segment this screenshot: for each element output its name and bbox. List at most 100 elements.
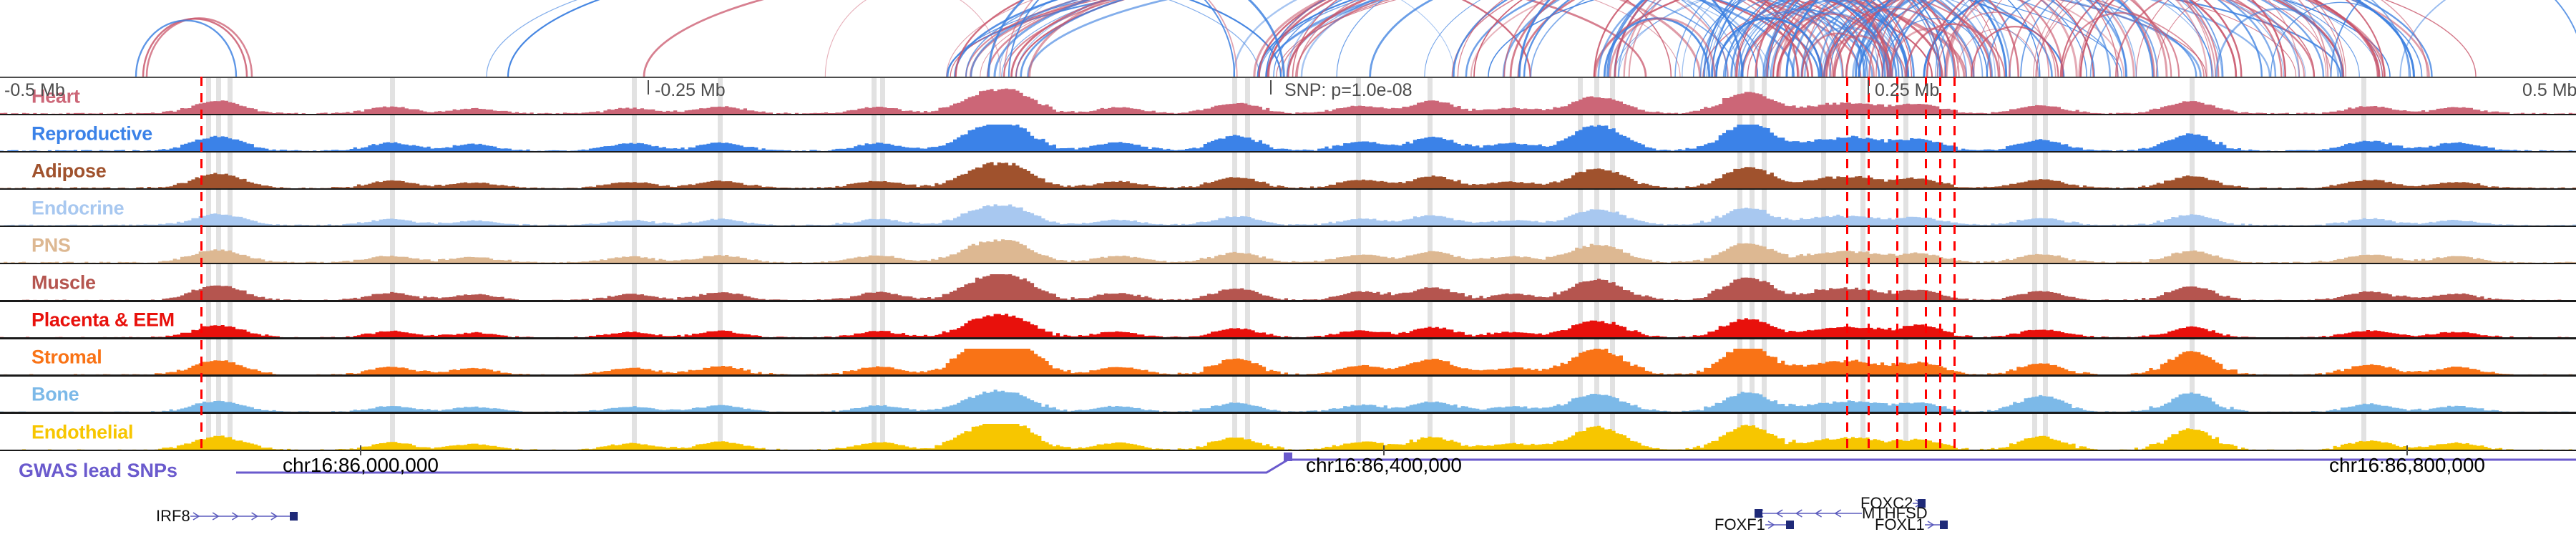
highlight-band	[1594, 301, 1599, 339]
highlight-band	[1821, 227, 1826, 264]
highlight-band	[1510, 376, 1515, 413]
chromatin-loop-arc	[1273, 0, 1860, 77]
highlight-band	[1510, 115, 1515, 153]
highlight-band	[1860, 78, 1865, 115]
highlight-band	[2190, 190, 2195, 227]
highlight-band	[632, 413, 637, 451]
chromatin-loop-arc	[1297, 0, 1800, 77]
highlight-band	[228, 227, 233, 264]
signal-track-endocrine[interactable]: Endocrine	[0, 190, 2576, 228]
chromatin-loop-arc	[965, 0, 1737, 77]
track-inner	[0, 153, 2576, 190]
chromatin-loop-arc	[1003, 0, 1238, 77]
chromatin-loop-arc	[1735, 0, 1913, 77]
signal-track-stromal[interactable]: Stromal	[0, 339, 2576, 377]
signal-area	[0, 239, 2576, 264]
highlight-band	[2032, 264, 2037, 301]
highlight-band	[216, 376, 221, 413]
chromatin-loop-arc	[507, 0, 1282, 77]
chromatin-loop-arc	[1778, 0, 2078, 77]
chromatin-loop-arc	[1451, 0, 1975, 77]
highlight-band	[1578, 153, 1583, 190]
chromatin-loop-arc	[1488, 0, 2391, 77]
highlight-band	[880, 413, 885, 451]
highlight-band	[1903, 78, 1908, 115]
highlight-band	[872, 301, 877, 339]
signal-track-bone[interactable]: Bone	[0, 376, 2576, 414]
signal-track-reproductive[interactable]: Reproductive	[0, 115, 2576, 153]
chromatin-loop-arc	[1935, 0, 2137, 77]
chromatin-loop-arc	[2078, 0, 2329, 77]
highlight-band	[206, 115, 211, 153]
chromatin-loop-arc	[1865, 0, 2127, 77]
highlight-band	[2190, 264, 2195, 301]
chromatin-loop-arc	[993, 0, 1795, 77]
highlight-band	[1245, 413, 1250, 451]
gene-body-forward	[1924, 521, 1948, 529]
chromatin-loop-arc	[1715, 17, 1823, 77]
highlight-band	[2361, 78, 2366, 115]
highlight-band	[1578, 376, 1583, 413]
gene-annotation-row: IRF8 FOXF1 FOXC2 MTHFSD FOXL1	[0, 494, 2576, 537]
highlight-band	[1594, 78, 1599, 115]
highlight-band	[1428, 376, 1433, 413]
chromatin-loop-arc	[1614, 0, 1889, 77]
highlight-band	[1821, 376, 1826, 413]
chromatin-loop-arc	[1266, 0, 2197, 77]
highlight-band	[1245, 376, 1250, 413]
highlight-band	[1860, 301, 1865, 339]
highlight-band	[1245, 78, 1250, 115]
gene-irf8[interactable]: IRF8	[156, 507, 298, 526]
highlight-band	[2043, 78, 2048, 115]
highlight-band	[632, 376, 637, 413]
highlight-band	[1245, 301, 1250, 339]
signal-track-heart[interactable]: Heart	[0, 78, 2576, 116]
signal-track-placenta-eem[interactable]: Placenta & EEM	[0, 301, 2576, 339]
highlight-band	[1232, 227, 1237, 264]
chromatin-loop-arc	[135, 19, 238, 77]
chromatin-loop-arc	[1369, 0, 1898, 77]
gene-foxc2[interactable]: FOXC2	[1860, 494, 1926, 513]
highlight-band	[872, 376, 877, 413]
highlight-band	[206, 264, 211, 301]
chromatin-loop-arc	[1829, 0, 2212, 77]
gene-label: IRF8	[156, 507, 190, 525]
highlight-band	[216, 190, 221, 227]
highlight-band	[2361, 264, 2366, 301]
highlight-band	[1232, 339, 1237, 376]
highlight-band	[1578, 227, 1583, 264]
gene-foxf1[interactable]: FOXF1	[1714, 516, 1794, 534]
highlight-band	[718, 78, 723, 115]
signal-track-endothelial[interactable]: Endothelial	[0, 413, 2576, 451]
chromatin-loop-arc	[1905, 23, 2000, 77]
highlight-band	[1356, 301, 1361, 339]
highlight-band	[2361, 376, 2366, 413]
highlight-band	[1510, 153, 1515, 190]
chromatin-loop-arc	[1882, 18, 1988, 77]
chromatin-loop-arc	[1858, 0, 2433, 77]
signal-track-pns[interactable]: PNS	[0, 227, 2576, 265]
gene-foxl1[interactable]: FOXL1	[1875, 516, 1948, 534]
highlight-band	[632, 339, 637, 376]
highlight-band	[1510, 227, 1515, 264]
highlight-band	[1428, 264, 1433, 301]
highlight-band	[1821, 115, 1826, 153]
track-baseline	[0, 299, 2576, 301]
signal-track-muscle[interactable]: Muscle	[0, 264, 2576, 302]
track-baseline	[0, 262, 2576, 264]
highlight-band	[1578, 301, 1583, 339]
highlight-band	[880, 301, 885, 339]
gwas-lead-snp-marker[interactable]	[1284, 453, 1292, 461]
chromatin-loop-arc	[2270, 2, 2411, 77]
signal-track-adipose[interactable]: Adipose	[0, 153, 2576, 190]
gwas-line-svg	[236, 453, 2576, 474]
highlight-band	[1232, 153, 1237, 190]
signal-profile	[0, 162, 2576, 190]
track-baseline	[0, 412, 2576, 413]
gene-mthfsd[interactable]: MTHFSD	[1755, 504, 1928, 523]
highlight-band	[1245, 264, 1250, 301]
chromatin-loop-arc	[1803, 26, 1891, 77]
highlight-band	[1245, 227, 1250, 264]
highlight-band	[1903, 115, 1908, 153]
highlight-band	[718, 376, 723, 413]
